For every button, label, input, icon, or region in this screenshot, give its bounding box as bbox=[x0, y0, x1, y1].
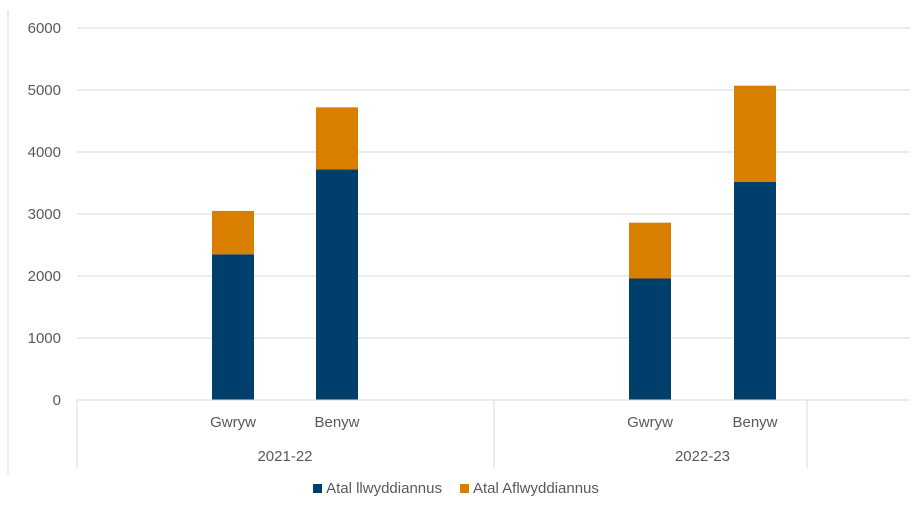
bar-segment bbox=[212, 254, 254, 400]
bar-segment bbox=[629, 222, 671, 279]
x-tick-label: Gwryw bbox=[210, 414, 256, 431]
legend-swatch bbox=[313, 484, 323, 493]
x-tick-label: Benyw bbox=[314, 414, 359, 431]
x-tick-label: Benyw bbox=[732, 414, 777, 431]
y-tick-label: 3000 bbox=[28, 206, 61, 223]
legend-swatch bbox=[459, 484, 469, 493]
bars bbox=[212, 85, 776, 400]
legend-label: Atal llwyddiannus bbox=[326, 480, 442, 497]
legend-item: Atal llwyddiannus bbox=[313, 480, 442, 497]
bar-segment bbox=[316, 169, 358, 400]
y-tick-label: 4000 bbox=[28, 144, 61, 161]
y-tick-label: 1000 bbox=[28, 330, 61, 347]
legend: Atal llwyddiannus Atal Aflwyddiannus bbox=[0, 480, 912, 497]
bar-segment bbox=[316, 107, 358, 170]
y-tick-label: 5000 bbox=[28, 82, 61, 99]
y-tick-label: 2000 bbox=[28, 268, 61, 285]
x-group-label: 2022-23 bbox=[675, 448, 730, 465]
legend-label: Atal Aflwyddiannus bbox=[472, 480, 599, 497]
bar-segment bbox=[734, 181, 776, 400]
y-axis: 0 1000 2000 3000 4000 5000 6000 bbox=[28, 20, 61, 409]
x-group-label: 2021-22 bbox=[257, 448, 312, 465]
y-tick-label: 0 bbox=[53, 392, 61, 409]
x-tick-label: Gwryw bbox=[627, 414, 673, 431]
bar-segment bbox=[212, 210, 254, 255]
y-tick-label: 6000 bbox=[28, 20, 61, 37]
legend-item: Atal Aflwyddiannus bbox=[459, 480, 599, 497]
bar-segment bbox=[629, 278, 671, 400]
bar-segment bbox=[734, 85, 776, 182]
